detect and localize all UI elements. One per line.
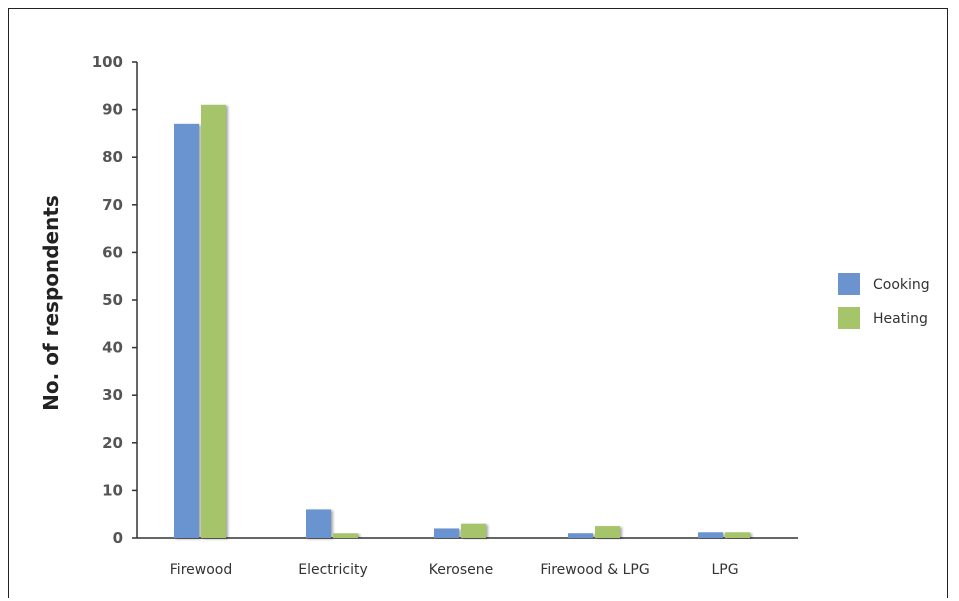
legend-swatch-heating (838, 307, 860, 329)
y-tick-label: 0 (113, 529, 123, 547)
category-labels: Firewood Electricity Kerosene Firewood & LP… (170, 562, 739, 578)
y-tick-label: 80 (102, 148, 123, 166)
x-category-label: LPG (711, 562, 738, 578)
bar-cooking-2 (434, 528, 459, 538)
y-axis-label: No. of respondents (39, 195, 63, 411)
bar-heating-0 (201, 104, 226, 538)
bars (174, 104, 750, 538)
legend-swatch-cooking (838, 273, 860, 295)
legend: Cooking Heating (838, 273, 930, 329)
legend-label-heating: Heating (873, 311, 928, 327)
y-tick-label: 20 (102, 434, 123, 452)
bar-cooking-3 (568, 533, 593, 538)
axes (136, 62, 798, 539)
x-category-label: Firewood (170, 562, 232, 578)
bar-heating-4 (725, 532, 750, 538)
y-ticks: 0 10 20 30 40 50 60 70 80 90 100 (92, 53, 137, 547)
x-category-label: Kerosene (429, 562, 494, 578)
x-category-label: Electricity (298, 562, 368, 578)
y-tick-label: 70 (102, 196, 123, 214)
y-tick-label: 40 (102, 339, 123, 357)
y-tick-label: 60 (102, 243, 123, 261)
y-tick-label: 30 (102, 386, 123, 404)
bar-heating-1 (333, 533, 358, 538)
bar-cooking-0 (174, 123, 199, 538)
x-category-label: Firewood & LPG (540, 562, 649, 578)
bar-heating-2 (461, 523, 486, 538)
legend-label-cooking: Cooking (873, 277, 930, 293)
bar-heating-3 (595, 526, 620, 538)
y-tick-label: 100 (92, 53, 123, 71)
bar-cooking-1 (306, 509, 331, 538)
y-tick-label: 10 (102, 481, 123, 499)
bar-cooking-4 (698, 532, 723, 538)
chart-frame (8, 8, 948, 598)
y-tick-label: 90 (102, 101, 123, 119)
y-tick-label: 50 (102, 291, 123, 309)
